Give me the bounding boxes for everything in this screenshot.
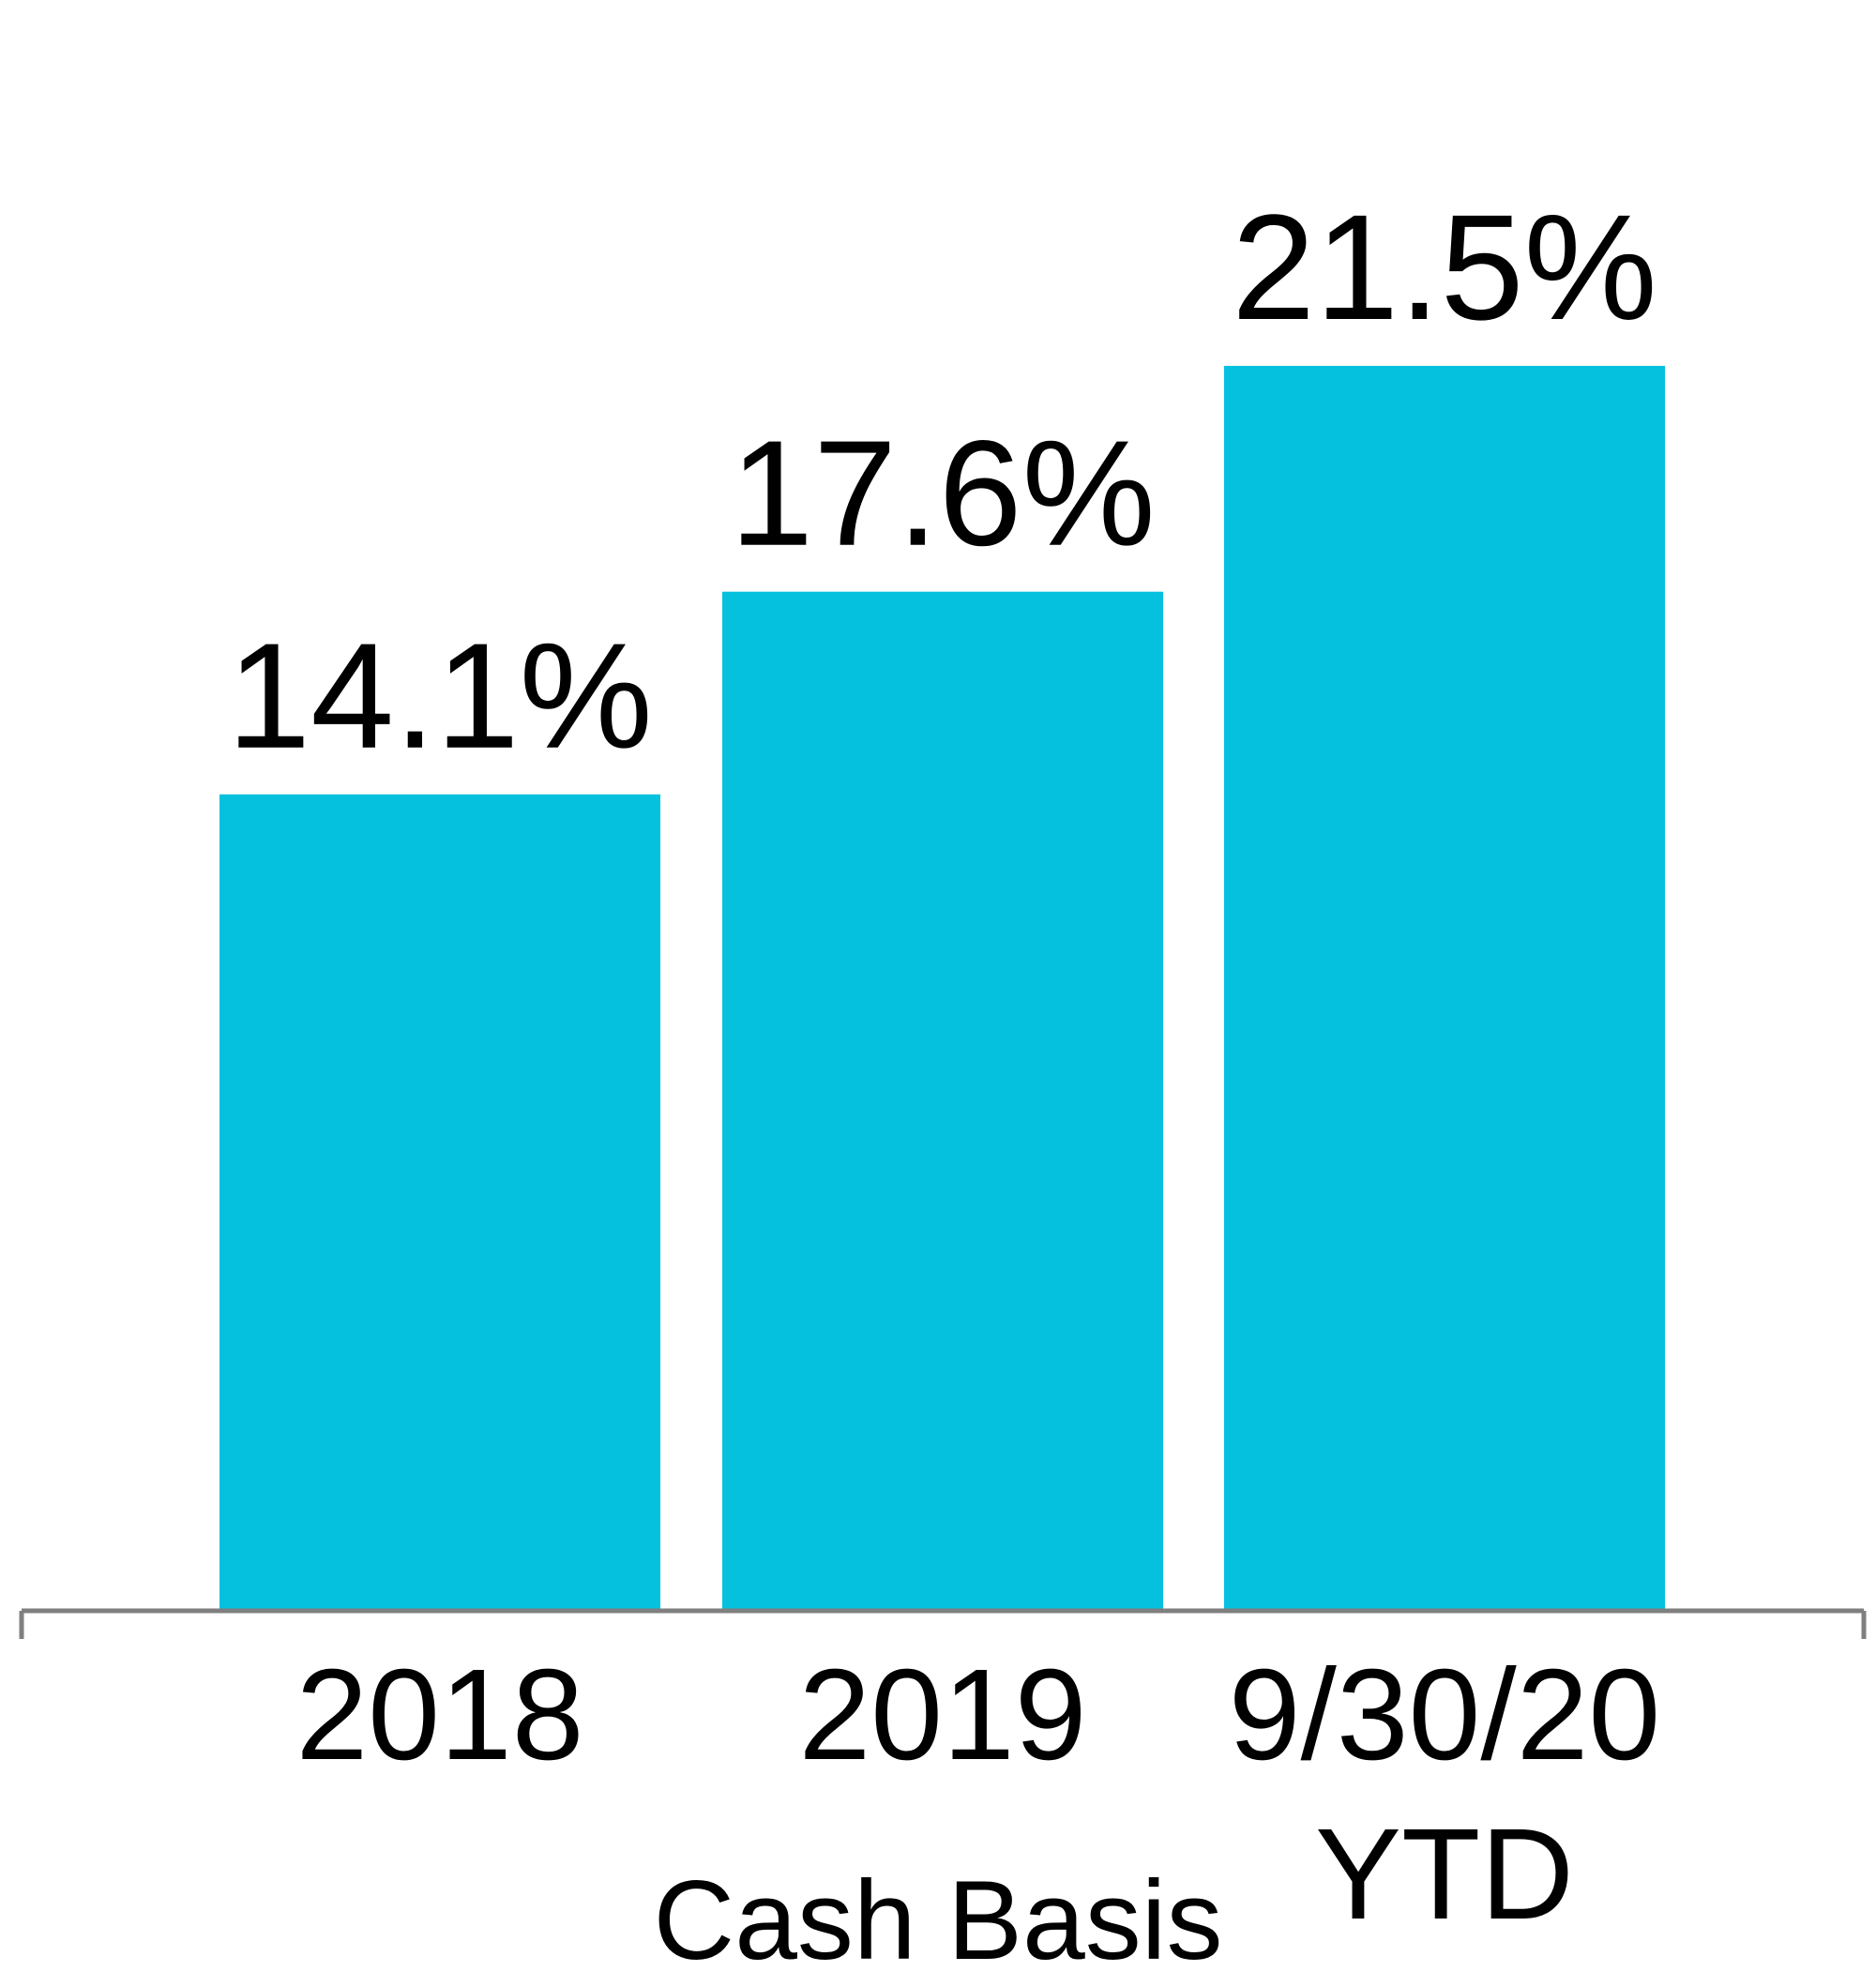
data-label-0: 14.1%: [227, 612, 653, 780]
value-labels-group: 14.1% 17.6% 21.5%: [227, 183, 1657, 780]
data-label-2: 21.5%: [1232, 183, 1657, 351]
x-axis: [19, 1608, 1867, 1639]
bars-group: [219, 366, 1665, 1611]
bar-0: [219, 794, 660, 1611]
bar-1: [722, 591, 1163, 1611]
category-label-2-line-0: 9/30/20: [1229, 1643, 1660, 1787]
data-label-1: 17.6%: [730, 409, 1156, 577]
bar-2: [1224, 366, 1665, 1611]
category-label-1: 2019: [799, 1643, 1087, 1787]
x-axis-title: Cash Basis: [654, 1858, 1223, 1983]
category-label-2-line-1: YTD: [1315, 1802, 1574, 1947]
category-label-0: 2018: [296, 1643, 584, 1787]
category-labels-group: 2018 2019 9/30/20 YTD: [296, 1643, 1661, 1947]
